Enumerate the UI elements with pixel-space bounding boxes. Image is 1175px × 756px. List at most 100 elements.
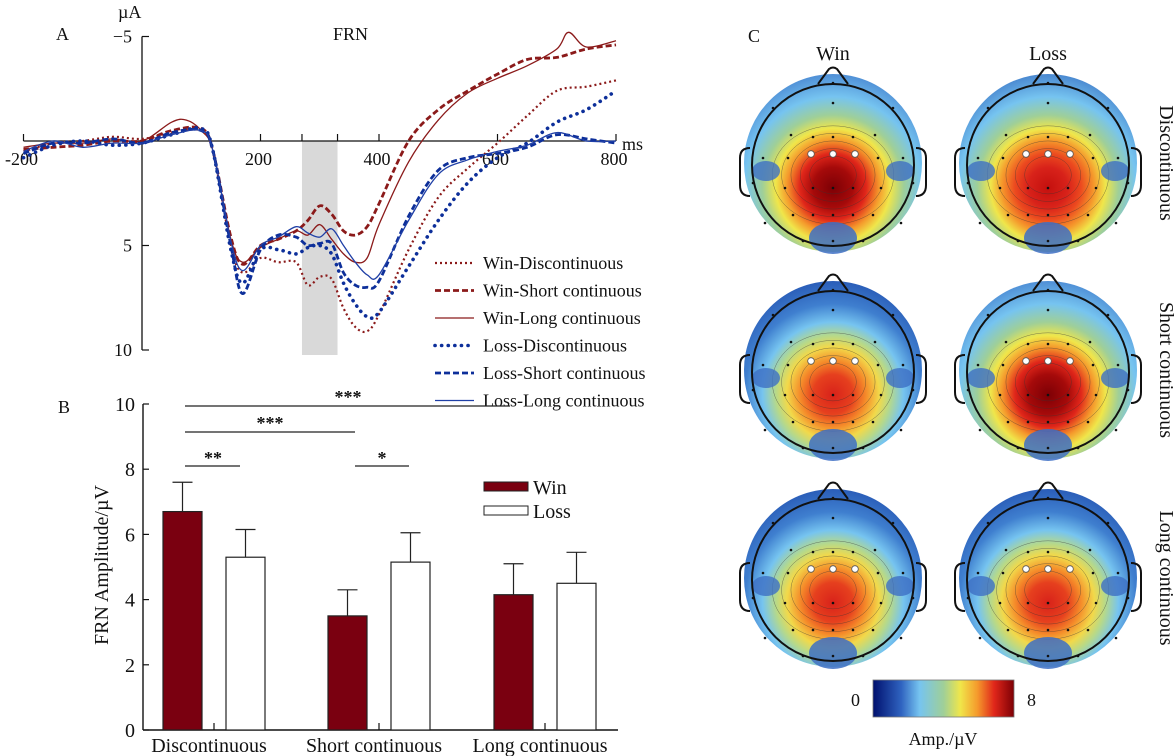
legend-label: Win-Discontinuous: [483, 253, 623, 273]
electrode-dot: [1026, 628, 1030, 632]
electrode-dot: [761, 156, 765, 160]
electrode-dot: [998, 393, 1002, 397]
electrode-dot: [1001, 156, 1005, 160]
electrode-dot: [851, 342, 855, 346]
electrode-dot: [879, 393, 883, 397]
nose-icon: [1032, 273, 1064, 292]
electrode-dot: [911, 596, 915, 600]
electrode-dot: [801, 654, 805, 658]
contour-line: [1015, 148, 1081, 202]
topomap-field: [744, 281, 922, 459]
topomap-row-label: Short continuous: [1155, 302, 1175, 438]
topomap-row-label: Long continuous: [1155, 511, 1175, 646]
electrode-dot: [966, 596, 970, 600]
electrode-dot: [899, 428, 903, 432]
electrode-dot: [1004, 133, 1008, 137]
electrode-dot: [763, 221, 767, 225]
right-ear-icon: [1130, 147, 1142, 197]
electrode-dot: [851, 393, 855, 397]
legend-swatch-loss: [483, 505, 529, 516]
nose-icon: [817, 481, 849, 500]
electrode-dot: [1126, 181, 1130, 185]
y-tick-label: 8: [125, 459, 135, 481]
electrode-dot: [831, 550, 835, 554]
topomap-column-label: Loss: [1029, 43, 1067, 65]
electrode-dot: [786, 363, 790, 367]
topomap-field: [959, 489, 1137, 667]
left-low-region: [967, 161, 995, 181]
electrode-dot: [1046, 550, 1050, 554]
electrode-dot: [876, 571, 880, 575]
significance-stars: **: [204, 448, 222, 468]
electrode-dot: [751, 388, 755, 392]
electrode-dot: [911, 388, 915, 392]
contour-line: [781, 340, 885, 424]
electrode-dot: [1066, 420, 1070, 424]
roi-electrode-marker: [829, 357, 837, 365]
electrode-dot: [831, 186, 835, 190]
electrode-dot: [763, 636, 767, 640]
electrode-dot: [879, 186, 883, 190]
left-ear-icon: [739, 147, 751, 197]
topomap-loss-long-continuous: [954, 481, 1142, 669]
electrode-dot: [851, 135, 855, 139]
electrode-dot: [789, 548, 793, 552]
electrode-dot: [789, 340, 793, 344]
electrode-dot: [1046, 308, 1050, 312]
electrode-dot: [1006, 628, 1010, 632]
roi-electrode-marker: [1022, 150, 1030, 158]
electrode-dot: [783, 601, 787, 605]
right-low-region: [886, 576, 914, 596]
electrode-dot: [899, 221, 903, 225]
electrode-dot: [786, 571, 790, 575]
electrode-dot: [1026, 186, 1030, 190]
electrode-dot: [1006, 420, 1010, 424]
posterior-low-region: [1024, 429, 1072, 461]
electrode-dot: [876, 156, 880, 160]
posterior-low-region: [809, 637, 857, 669]
electrode-dot: [831, 101, 835, 105]
electrode-dot: [978, 428, 982, 432]
electrode-dot: [1026, 601, 1030, 605]
electrode-dot: [1106, 521, 1110, 525]
right-low-region: [886, 368, 914, 388]
electrode-dot: [976, 571, 980, 575]
y-axis-title: FRN Amplitude/µV: [91, 485, 113, 645]
topomap-column-label: Win: [816, 43, 850, 65]
bar-loss-discontinuous: [225, 556, 266, 731]
electrode-dot: [1066, 342, 1070, 346]
electrode-dot: [1006, 213, 1010, 217]
electrode-dot: [1086, 213, 1090, 217]
electrode-dot: [1026, 135, 1030, 139]
electrode-dot: [1026, 550, 1030, 554]
topography-panel: C Win Loss Discontinuous Short continuous Lo…: [739, 26, 1175, 749]
electrode-dot: [1088, 548, 1092, 552]
electrode-dot: [873, 548, 877, 552]
electrode-dot: [831, 420, 835, 424]
contour-line: [1005, 347, 1091, 417]
electrode-dot: [831, 496, 835, 500]
electrode-dot: [1004, 548, 1008, 552]
electrode-dot: [1094, 186, 1098, 190]
electrode-dot: [811, 135, 815, 139]
electrode-dot: [831, 601, 835, 605]
legend-label: Loss-Short continuous: [483, 363, 646, 383]
panel-label-b: B: [58, 397, 70, 417]
electrode-dot: [1088, 133, 1092, 137]
electrode-dot: [1106, 106, 1110, 110]
electrode-dot: [871, 213, 875, 217]
electrode-dot: [1066, 601, 1070, 605]
topomap-grid: Win Loss Discontinuous Short continuous Long…: [739, 43, 1175, 669]
electrode-dot: [751, 596, 755, 600]
electrode-dot: [851, 601, 855, 605]
electrode-dot: [891, 106, 895, 110]
electrode-dot: [831, 308, 835, 312]
posterior-low-region: [1024, 222, 1072, 254]
electrode-dot: [891, 313, 895, 317]
electrode-dot: [1116, 363, 1120, 367]
colorbar-max-label: 8: [1027, 690, 1036, 710]
electrode-dot: [1046, 101, 1050, 105]
electrode-dot: [871, 628, 875, 632]
